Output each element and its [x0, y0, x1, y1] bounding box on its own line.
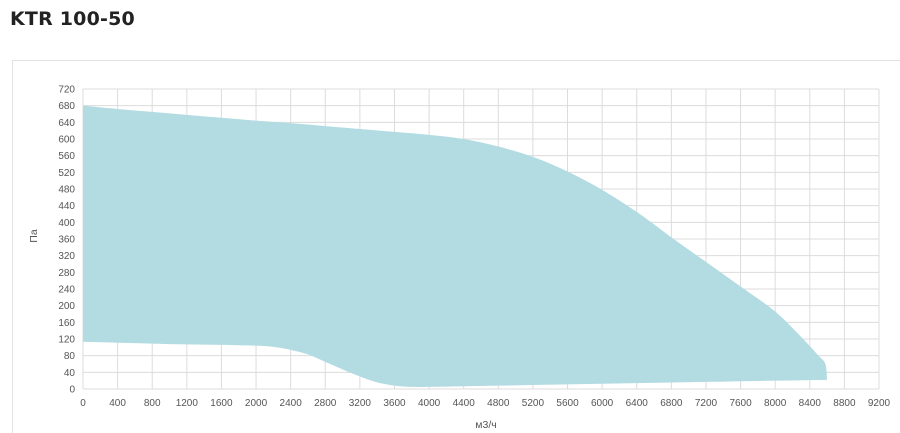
x-tick-label: 3200	[349, 398, 372, 409]
x-tick-label: 8800	[833, 398, 856, 409]
y-tick-label: 80	[64, 351, 76, 362]
y-tick-label: 320	[58, 251, 75, 262]
x-tick-label: 7600	[729, 398, 752, 409]
y-tick-label: 400	[58, 218, 75, 229]
x-tick-label: 5200	[522, 398, 545, 409]
y-axis-label: Па	[28, 229, 40, 243]
x-tick-label: 4000	[418, 398, 441, 409]
y-tick-label: 0	[69, 385, 75, 396]
y-tick-label: 720	[58, 85, 75, 96]
x-tick-label: 8400	[799, 398, 822, 409]
x-tick-label: 400	[109, 398, 126, 409]
x-tick-label: 2800	[314, 398, 337, 409]
chart-frame	[12, 60, 900, 433]
y-tick-label: 680	[58, 101, 75, 112]
x-tick-label: 4400	[453, 398, 476, 409]
x-tick-label: 5600	[556, 398, 579, 409]
x-tick-label: 7200	[695, 398, 718, 409]
y-tick-label: 280	[58, 268, 75, 279]
y-tick-label: 200	[58, 301, 75, 312]
x-tick-label: 9200	[868, 398, 891, 409]
x-tick-label: 3600	[383, 398, 406, 409]
y-tick-label: 640	[58, 118, 75, 129]
x-tick-label: 800	[144, 398, 161, 409]
y-tick-label: 560	[58, 151, 75, 162]
y-tick-label: 520	[58, 168, 75, 179]
x-tick-label: 1600	[210, 398, 233, 409]
x-tick-label: 2400	[280, 398, 303, 409]
x-tick-label: 0	[80, 398, 86, 409]
y-tick-label: 40	[64, 368, 76, 379]
operating-range-area	[83, 105, 828, 388]
x-tick-label: 4800	[487, 398, 510, 409]
y-tick-label: 440	[58, 201, 75, 212]
y-tick-label: 360	[58, 235, 75, 246]
x-axis-label: м3/ч	[475, 419, 496, 431]
y-tick-label: 240	[58, 285, 75, 296]
performance-area	[83, 105, 828, 388]
y-tick-label: 600	[58, 135, 75, 146]
x-tick-label: 6000	[591, 398, 614, 409]
x-tick-label: 1200	[176, 398, 199, 409]
y-tick-label: 160	[58, 318, 75, 329]
y-tick-labels: 0 40 80 120 160 200 240 280 320 360 400 440 480 520 56…	[58, 85, 75, 396]
x-tick-label: 6400	[626, 398, 649, 409]
y-tick-label: 480	[58, 185, 75, 196]
x-tick-label: 6800	[660, 398, 683, 409]
x-tick-label: 8000	[764, 398, 787, 409]
x-tick-label: 2000	[245, 398, 268, 409]
y-tick-label: 120	[58, 335, 75, 346]
x-tick-labels: 0 400 800 1200 1600 2000 2400 2800 3200 3600 4000 4…	[80, 398, 890, 409]
chart-title: KTR 100-50	[10, 8, 135, 30]
